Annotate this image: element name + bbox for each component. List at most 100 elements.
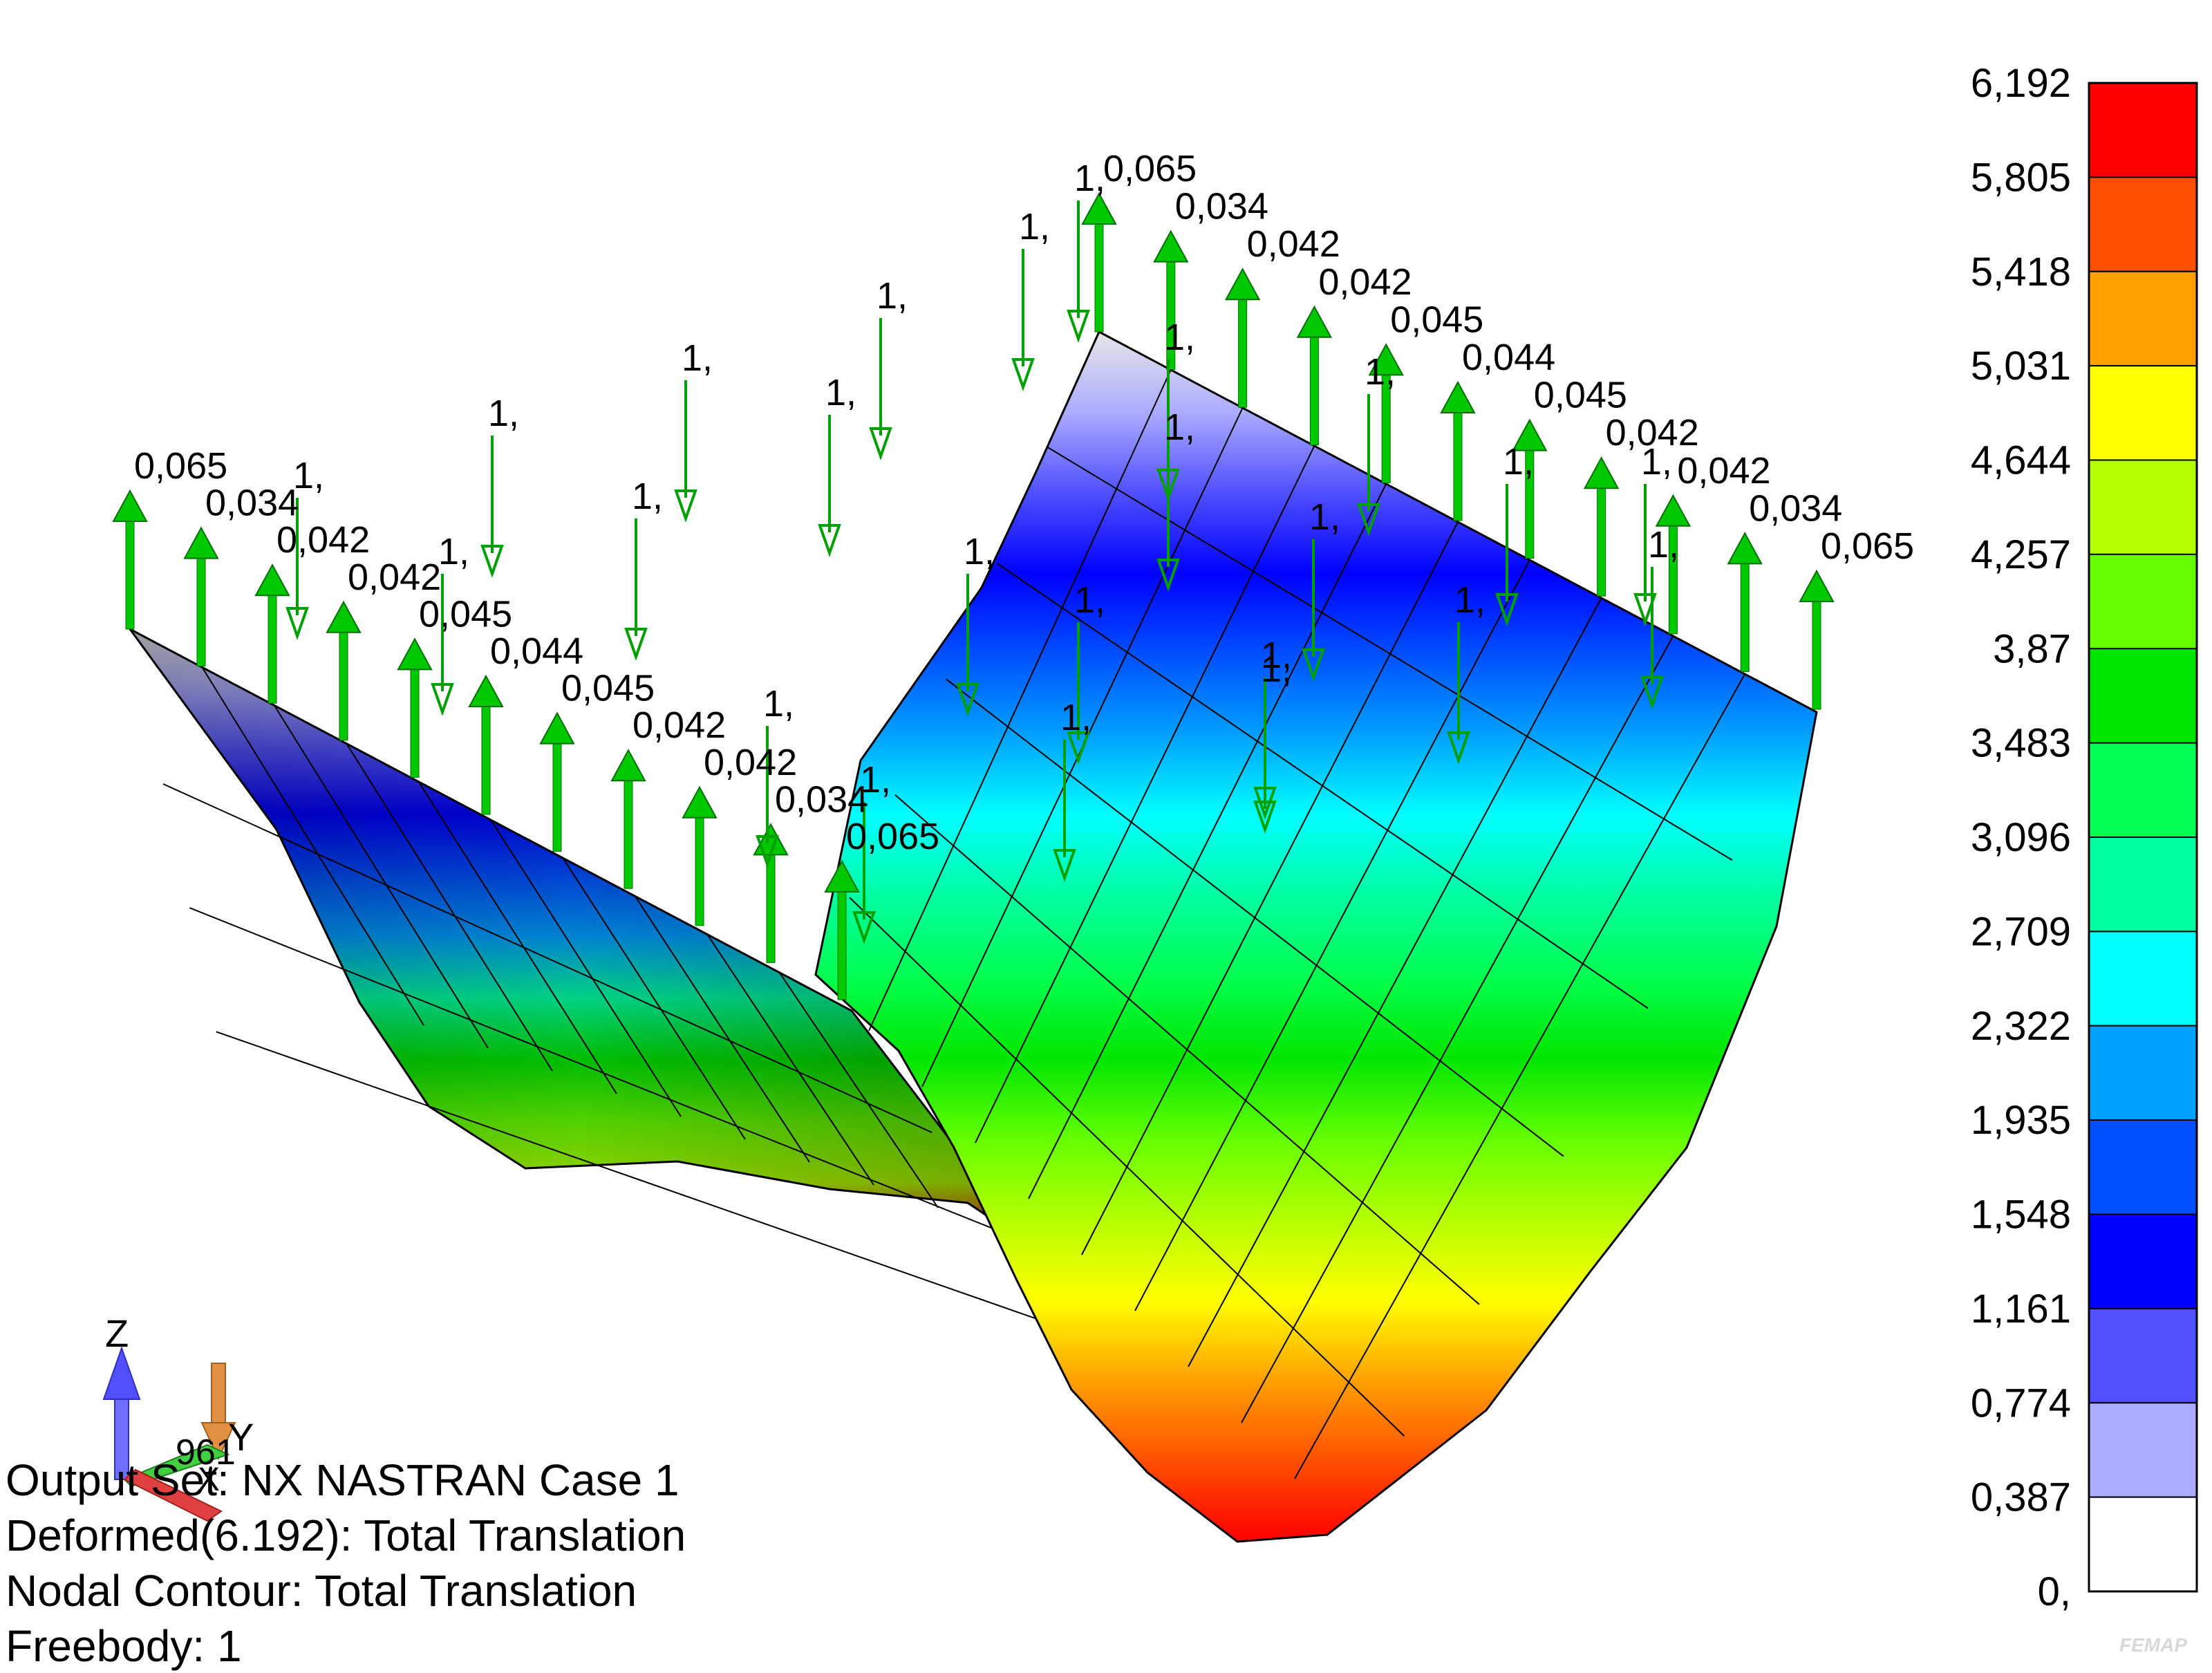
force-value-label: 1,: [682, 337, 713, 379]
mesh-line: [945, 678, 1564, 1157]
force-arrow: [956, 574, 980, 717]
legend-swatch: [2088, 836, 2197, 933]
legend-label: 3,096: [1971, 815, 2071, 860]
mesh-line: [634, 895, 810, 1163]
force-arrow: [852, 802, 876, 945]
force-value-label: 1,: [1164, 406, 1195, 448]
edge-value-label: 0,042: [1606, 412, 1699, 454]
force-value-label: 1,: [1261, 635, 1292, 676]
legend-label: 2,322: [1971, 1004, 2071, 1049]
view-axis-head: [200, 1422, 236, 1461]
edge-value-label: 0,065: [1821, 525, 1914, 567]
edge-value-label: 0,034: [205, 483, 299, 524]
force-arrow: [480, 436, 504, 579]
contour-legend: [2088, 82, 2198, 1593]
force-arrow: [624, 518, 648, 662]
edge-value-label: 0,045: [561, 668, 655, 709]
moment-arrow: [610, 749, 646, 889]
edge-value-label: 0,042: [276, 519, 370, 561]
mesh-line: [894, 794, 1480, 1305]
edge-value-label: 0,042: [1247, 223, 1340, 265]
force-value-label: 1,: [860, 759, 891, 801]
moment-arrow: [1583, 456, 1620, 597]
mesh-line: [868, 369, 1172, 1031]
mesh-line: [706, 934, 874, 1186]
moment-arrow: [1440, 380, 1476, 521]
moment-arrow: [326, 600, 362, 741]
force-arrow: [1447, 622, 1470, 765]
mesh-line: [162, 783, 932, 1133]
moment-arrow: [112, 489, 148, 630]
mesh-line: [1028, 483, 1387, 1199]
right-mesh-panel: [814, 330, 1818, 1543]
moment-arrow: [183, 526, 219, 667]
mesh-line: [1188, 597, 1602, 1367]
legend-swatch: [2088, 553, 2197, 650]
legend-label: 0,387: [1971, 1475, 2071, 1520]
legend-label: 4,257: [1971, 532, 2071, 577]
force-value-label: 1,: [1648, 524, 1679, 566]
force-value-label: 1,: [1365, 351, 1396, 393]
axis-overlap-text: 961: [176, 1432, 236, 1473]
force-arrow: [1156, 449, 1180, 592]
femap-logo: FEMAP: [2119, 1634, 2187, 1656]
force-arrow: [1053, 740, 1076, 883]
force-value-label: 1,: [1074, 158, 1105, 199]
force-arrow: [285, 498, 309, 641]
x-axis-label: X: [198, 1461, 220, 1498]
force-arrow: [1067, 200, 1090, 344]
legend-label: 6,192: [1971, 61, 2071, 106]
legend-swatch: [2088, 1025, 2197, 1121]
force-value-label: 1,: [964, 531, 995, 572]
view-axis-shaft: [211, 1363, 226, 1426]
legend-labels: 6,192 5,805 5,418 5,031 4,644 4,257 3,87 3,483 3…: [1971, 61, 2071, 1614]
z-axis-label: Z: [105, 1311, 129, 1355]
force-value-label: 1,: [1019, 206, 1050, 247]
moment-arrow: [1799, 569, 1835, 710]
force-arrow: [674, 380, 697, 523]
legend-swatch: [2088, 742, 2197, 838]
moment-arrow: [824, 859, 860, 1000]
legend-swatch: [2088, 1307, 2197, 1404]
edge-value-label: 0,065: [846, 816, 939, 857]
moment-arrow: [1081, 191, 1117, 333]
mesh-line: [490, 819, 682, 1117]
mesh-line: [1134, 559, 1530, 1311]
edge-value-label: 0,045: [1390, 299, 1483, 340]
force-arrow: [1067, 622, 1090, 765]
legend-label: 3,483: [1971, 721, 2071, 766]
force-value-label: 1,: [1503, 441, 1534, 483]
force-arrow: [1495, 484, 1519, 627]
edge-value-label: 0,034: [775, 778, 868, 820]
legend-swatch: [2088, 1213, 2197, 1309]
axis-triad: Z Y X 961: [102, 1311, 254, 1522]
mesh-line: [1047, 447, 1733, 861]
edge-value-label: 0,042: [1318, 261, 1412, 303]
force-arrow: [1357, 394, 1380, 537]
force-value-label: 1,: [877, 275, 908, 317]
mesh-line: [273, 704, 489, 1049]
force-arrow: [869, 318, 892, 461]
force-arrow: [818, 415, 841, 558]
deformed-text: Deformed(6.192): Total Translation: [6, 1511, 686, 1560]
legend-label: 1,548: [1971, 1193, 2071, 1237]
moment-arrow: [682, 785, 718, 926]
force-value-label: 1,: [488, 393, 519, 434]
legend-label: 3,87: [1993, 626, 2071, 671]
edge-value-label: 0,042: [632, 704, 726, 746]
mesh-line: [346, 743, 553, 1072]
left-mesh-panel: [129, 628, 1060, 1328]
right-panel-surface: [814, 330, 1818, 1543]
legend-swatch: [2088, 176, 2197, 272]
edge-value-label: 0,034: [1749, 487, 1842, 529]
moment-arrow: [1224, 268, 1261, 408]
force-arrow: [1633, 484, 1657, 627]
mesh-line: [996, 562, 1649, 1009]
legend-label: 0,: [2038, 1569, 2071, 1614]
edge-value-label: 0,034: [1175, 186, 1268, 227]
mesh-line: [418, 781, 617, 1094]
mesh-line: [1241, 635, 1674, 1423]
moment-arrow: [1727, 532, 1763, 672]
legend-swatch: [2088, 82, 2197, 178]
